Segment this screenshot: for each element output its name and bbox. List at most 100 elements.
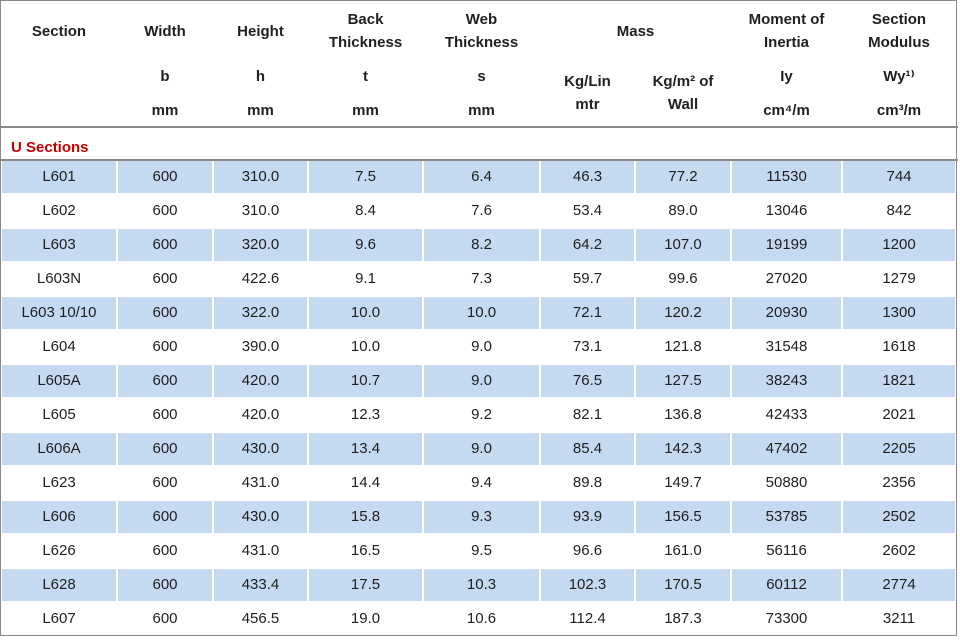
- header-title: Web: [465, 11, 498, 28]
- table-cell: 38243: [765, 372, 808, 389]
- row-stripe: [636, 501, 730, 533]
- table-cell: 85.4: [572, 440, 603, 457]
- row-stripe: [732, 365, 841, 397]
- table-cell: 99.6: [668, 270, 698, 287]
- table-cell: 1821: [882, 372, 916, 389]
- table-cell: L603: [42, 236, 76, 253]
- table-cell: 322.0: [241, 304, 280, 321]
- table-cell: L606: [42, 508, 76, 525]
- table-cell: 120.2: [664, 304, 702, 321]
- table-cell: 1300: [882, 304, 916, 321]
- table-cell: L601: [42, 168, 76, 185]
- table-cell: 2502: [882, 508, 916, 525]
- header-title: Moment of: [748, 11, 825, 28]
- table-cell: 600: [152, 610, 178, 627]
- row-stripe: [732, 569, 841, 601]
- table-cell: 9.0: [471, 338, 492, 355]
- header-unit: cm³/m: [876, 102, 922, 119]
- table-cell: 19.0: [350, 610, 381, 627]
- table-cell: 27020: [765, 270, 808, 287]
- table-cell: 72.1: [572, 304, 603, 321]
- header-title: Modulus: [868, 34, 930, 51]
- table-cell: 744: [886, 168, 912, 185]
- row-stripe: [424, 229, 539, 261]
- row-stripe: [843, 569, 955, 601]
- table-cell: 64.2: [572, 236, 603, 253]
- table-cell: 1279: [882, 270, 916, 287]
- table-cell: 53785: [765, 508, 808, 525]
- header-rule: [1, 126, 958, 128]
- table-cell: 170.5: [664, 576, 702, 593]
- table-cell: 600: [152, 440, 178, 457]
- table-cell: 430.0: [241, 440, 280, 457]
- table-cell: 107.0: [664, 236, 702, 253]
- table-cell: 2356: [882, 474, 916, 491]
- row-stripe: [843, 501, 955, 533]
- table-cell: L606A: [37, 440, 81, 457]
- table-cell: 17.5: [350, 576, 381, 593]
- table-cell: 11530: [766, 168, 807, 185]
- row-stripe: [732, 229, 841, 261]
- header-symbol: h: [255, 68, 266, 85]
- table-cell: 600: [152, 372, 178, 389]
- row-stripe: [2, 501, 116, 533]
- table-cell: 600: [152, 168, 178, 185]
- row-stripe: [541, 365, 634, 397]
- table-cell: 8.2: [471, 236, 492, 253]
- table-cell: 9.2: [471, 406, 492, 423]
- table-cell: L626: [42, 542, 76, 559]
- table-cell: L628: [42, 576, 76, 593]
- row-stripe: [843, 161, 955, 193]
- table-cell: 456.5: [241, 610, 280, 627]
- row-stripe: [2, 569, 116, 601]
- table-cell: 10.0: [350, 304, 381, 321]
- table-cell: 9.4: [471, 474, 492, 491]
- row-stripe: [541, 501, 634, 533]
- row-stripe: [541, 229, 634, 261]
- table-cell: L605: [42, 406, 76, 423]
- row-stripe: [843, 365, 955, 397]
- row-stripe: [214, 501, 307, 533]
- row-stripe: [541, 569, 634, 601]
- table-cell: L604: [42, 338, 76, 355]
- table-cell: 16.5: [350, 542, 381, 559]
- row-stripe: [214, 297, 307, 329]
- table-cell: 2021: [882, 406, 916, 423]
- table-cell: 390.0: [241, 338, 280, 355]
- table-cell: 50880: [765, 474, 808, 491]
- table-cell: 2205: [882, 440, 916, 457]
- table-cell: 47402: [765, 440, 808, 457]
- table-cell: 9.1: [355, 270, 376, 287]
- table-cell: 422.6: [241, 270, 280, 287]
- table-cell: 127.5: [664, 372, 702, 389]
- table-cell: 73.1: [572, 338, 603, 355]
- table-cell: L607: [42, 610, 76, 627]
- table-cell: 431.0: [241, 474, 280, 491]
- row-stripe: [2, 161, 116, 193]
- header-unit: cm⁴/m: [763, 102, 810, 119]
- header-symbol: b: [160, 68, 170, 85]
- table-cell: 600: [152, 270, 178, 287]
- table-cell: 149.7: [664, 474, 702, 491]
- table-cell: 600: [152, 406, 178, 423]
- table-cell: 10.0: [350, 338, 381, 355]
- row-stripe: [309, 229, 422, 261]
- table-cell: 93.9: [572, 508, 603, 525]
- table-cell: 19199: [765, 236, 808, 253]
- table-cell: 31548: [765, 338, 808, 355]
- table-cell: 73300: [765, 610, 808, 627]
- table-cell: 1618: [882, 338, 916, 355]
- table-cell: L603 10/10: [21, 304, 97, 321]
- header-title: Thickness: [328, 34, 403, 51]
- table-cell: 112.4: [569, 610, 606, 627]
- table-cell: 3211: [882, 610, 916, 627]
- row-stripe: [214, 365, 307, 397]
- row-stripe: [309, 297, 422, 329]
- table-cell: 600: [152, 508, 178, 525]
- table-cell: 600: [152, 236, 178, 253]
- row-stripe: [309, 501, 422, 533]
- table-cell: 2602: [882, 542, 916, 559]
- row-stripe: [214, 433, 307, 465]
- section-label: U Sections: [11, 139, 89, 156]
